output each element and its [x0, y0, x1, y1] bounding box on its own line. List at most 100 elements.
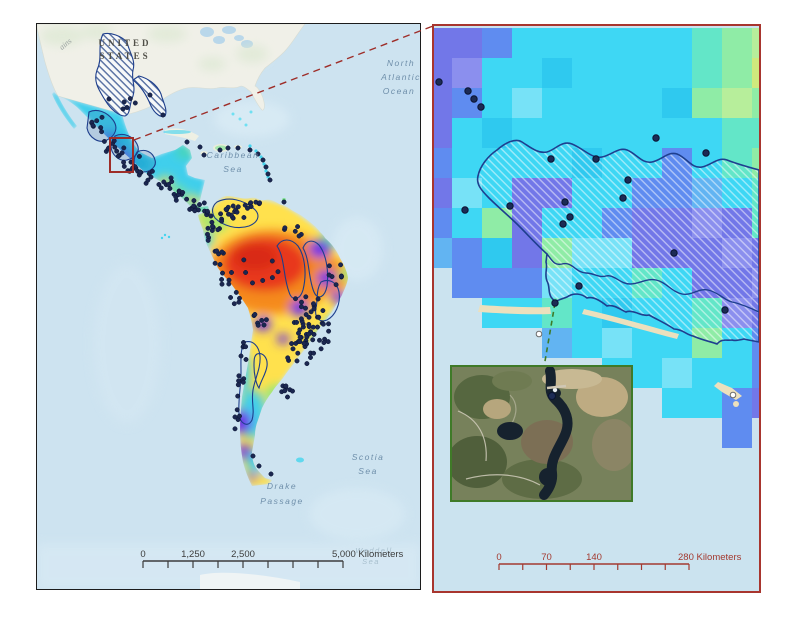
sample-site-dot [228, 295, 234, 300]
sample-site-dot [145, 177, 151, 183]
sample-site-dot [197, 144, 203, 150]
sample-site-dot [306, 314, 312, 320]
sample-site-dot [311, 301, 316, 307]
bathymetry-shading [37, 101, 420, 589]
raster-cell [722, 28, 752, 58]
inset-water [497, 366, 573, 500]
map-label-ocean-north-atlantic-2: Atlantic [380, 72, 420, 82]
raster-cell [752, 88, 759, 118]
sample-site-dot [226, 211, 231, 217]
raster-cell [662, 358, 692, 388]
sample-site-dot [260, 278, 266, 283]
map-label-ocean-north-atlantic-3: Ocean [383, 86, 416, 96]
sample-site-dot [303, 294, 309, 300]
river-line [546, 253, 759, 313]
sample-site-dot [201, 152, 207, 158]
raster-cell [752, 118, 759, 148]
sample-site-dot [232, 426, 238, 432]
raster-cell [722, 88, 752, 118]
sample-site-dot [215, 227, 221, 233]
raster-cell [452, 148, 482, 178]
sample-site-dot [315, 324, 320, 330]
sample-site-dot [326, 328, 332, 334]
sample-site-dot [161, 179, 167, 185]
sample-site-dot [295, 350, 301, 356]
sample-site-dot [265, 171, 271, 177]
sample-site-dot [205, 237, 211, 243]
sample-site-dot [275, 269, 281, 275]
watershed-outline [476, 139, 759, 345]
raster-cell [662, 58, 692, 88]
sample-site-dot [306, 331, 312, 337]
detail-sample-dots [435, 78, 729, 314]
sample-site-dot [99, 114, 105, 120]
raster-cell [452, 28, 482, 58]
inset-leader-line [543, 302, 556, 368]
raster-cell [434, 238, 452, 268]
sample-site-dot [234, 407, 240, 413]
basin-southern [238, 341, 261, 425]
sample-site-dot [285, 355, 291, 361]
sample-site-dot [225, 145, 231, 151]
raster-cell [662, 88, 692, 118]
sample-site-dot [233, 289, 239, 295]
raster-cell [752, 58, 759, 88]
sample-site-dot [94, 118, 100, 124]
sample-site-dot [158, 185, 164, 191]
sample-site-dot [241, 257, 247, 263]
sample-site-dot [243, 270, 249, 275]
raster-cell [662, 388, 692, 418]
sample-site-dot [292, 228, 298, 234]
sample-site-dot [212, 260, 218, 266]
sample-site-dot [236, 373, 242, 379]
sample-site-dot [156, 182, 162, 187]
sample-site-dot [197, 202, 202, 208]
sample-site-dot [168, 175, 174, 181]
raster-cell [452, 58, 482, 88]
sample-site-dot [247, 147, 253, 153]
raster-cell [482, 88, 512, 118]
raster-cell [632, 358, 662, 388]
raster-cell [572, 328, 602, 358]
raster-cell [692, 28, 722, 58]
sample-site-dot [237, 413, 242, 419]
sample-site-dot [127, 96, 133, 102]
sample-site-dot [317, 337, 322, 343]
sample-site-dot [547, 155, 555, 163]
sample-site-dot [561, 198, 569, 206]
overview-map: ains UNITEDSTATESNorthAtlanticOceanCaribb… [37, 24, 420, 589]
raster-cell [542, 28, 572, 58]
raster-cell [512, 88, 542, 118]
scalebar-label: 0 [496, 552, 501, 563]
raster-cell [692, 118, 722, 148]
raster-cell [572, 58, 602, 88]
sample-site-dot [259, 317, 265, 323]
sample-site-dot [204, 208, 210, 214]
sample-site-dot [219, 249, 225, 255]
raster-cell [512, 58, 542, 88]
sample-site-dot [115, 153, 121, 159]
sample-site-dot [241, 340, 246, 345]
raster-cell [572, 118, 602, 148]
sample-site-dot [261, 322, 267, 328]
sample-site-dot [124, 105, 130, 110]
sample-site-dot [551, 299, 559, 307]
sample-site-dot [101, 138, 107, 144]
sample-site-dot [289, 341, 295, 347]
sample-site-dot [240, 379, 246, 385]
raster-cell [512, 28, 542, 58]
overview-scalebar: 0 1,250 2,500 5,000 Kilometers [140, 549, 404, 568]
sample-site-dot [566, 213, 574, 221]
sample-site-dot [506, 202, 514, 210]
raster-cell [752, 388, 759, 418]
sample-site-dot [326, 263, 332, 269]
raster-cell [482, 238, 512, 268]
satellite-inset-image [447, 366, 636, 500]
sample-site-dot [250, 280, 255, 286]
sample-site-dot [231, 301, 237, 307]
raster-cell [692, 58, 722, 88]
sample-site-dot [214, 248, 220, 254]
sample-site-dot [290, 346, 296, 352]
sample-site-dot [217, 147, 223, 153]
map-label-passage-drake-1: Drake [267, 481, 297, 491]
